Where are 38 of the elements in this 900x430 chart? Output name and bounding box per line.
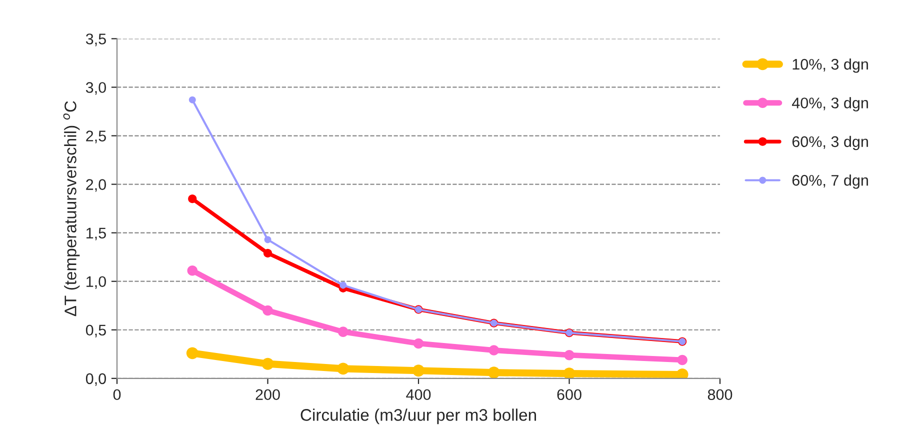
x-tick-label: 200 xyxy=(256,389,280,400)
x-tick-label: 800 xyxy=(708,389,732,400)
point xyxy=(188,194,197,204)
x-tick-label: 0 xyxy=(113,389,121,400)
y-tick-label: 0,5 xyxy=(86,324,106,338)
y-tick-label: 1,0 xyxy=(86,276,106,289)
point xyxy=(676,368,688,378)
legend-label: 40%, 3 dgn xyxy=(792,97,868,112)
x-tick-label: 400 xyxy=(406,389,431,400)
y-tick-label: 1,5 xyxy=(86,228,106,240)
legend-label: 60%, 3 dgn xyxy=(792,136,868,150)
point xyxy=(488,345,500,356)
point xyxy=(263,248,272,258)
x-axis-title: Circulatie (m3/uur per m3 bollen xyxy=(300,408,536,424)
point xyxy=(563,368,576,378)
y-tick-label: 2,0 xyxy=(86,179,106,192)
x-tick-label: 600 xyxy=(557,389,582,400)
point xyxy=(488,366,500,378)
point xyxy=(564,350,574,360)
point xyxy=(340,282,347,289)
point xyxy=(188,96,196,104)
point xyxy=(262,305,273,316)
point xyxy=(413,338,424,349)
y-axis-title: ΔT (temperatuursverschil) $^{o}$C xyxy=(63,101,80,316)
y-tick-label: 3,5 xyxy=(86,34,106,46)
point xyxy=(337,362,350,375)
legend-label: 10%, 3 dgn xyxy=(792,58,868,73)
point xyxy=(412,364,424,377)
y-tick-label: 2,5 xyxy=(86,130,106,144)
point xyxy=(264,236,272,244)
y-tick-label: 0,0 xyxy=(86,373,106,386)
point xyxy=(186,347,198,360)
point xyxy=(338,326,348,337)
point xyxy=(187,266,198,276)
point xyxy=(677,354,688,366)
legend-label: 60%, 7 dgn xyxy=(792,174,868,189)
y-tick-label: 3,0 xyxy=(86,82,106,95)
point xyxy=(262,358,274,370)
